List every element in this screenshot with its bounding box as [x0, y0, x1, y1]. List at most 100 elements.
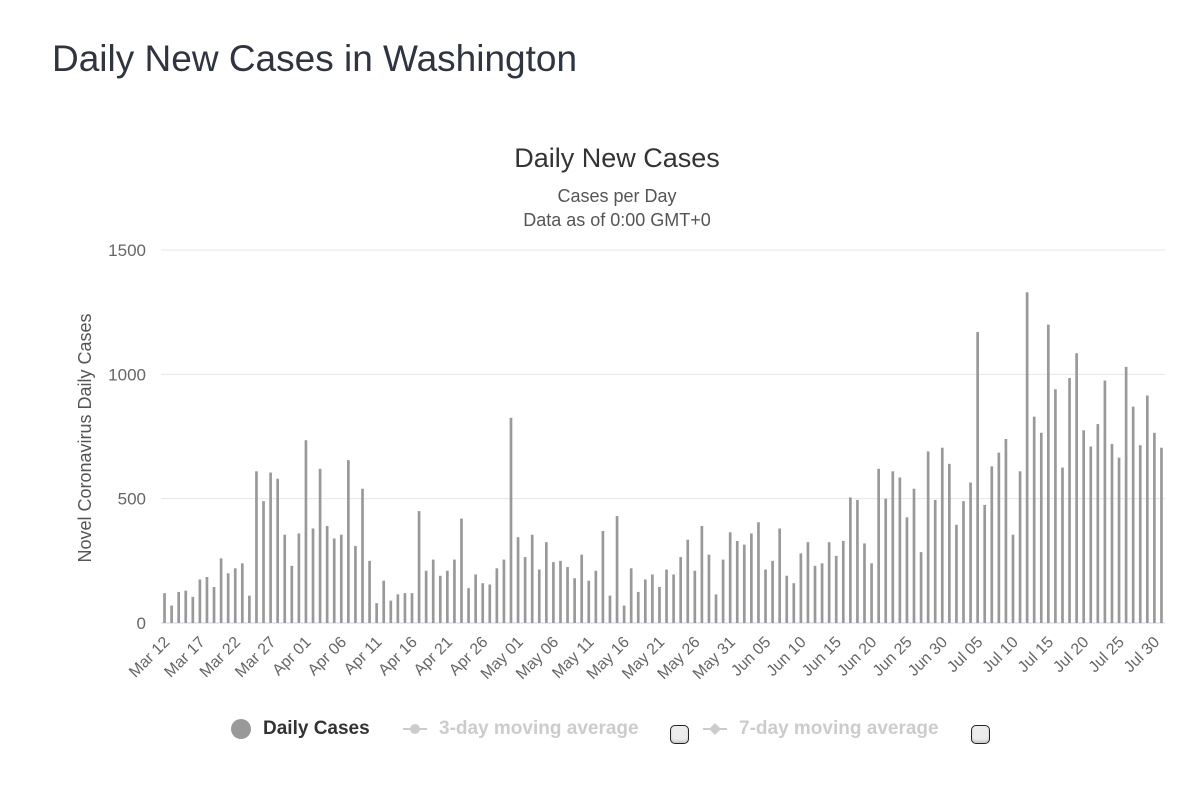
- bar[interactable]: [1025, 292, 1029, 623]
- bar[interactable]: [339, 534, 343, 623]
- bar[interactable]: [1138, 445, 1142, 623]
- bar[interactable]: [580, 554, 584, 623]
- bar[interactable]: [552, 562, 555, 623]
- bar[interactable]: [813, 565, 817, 623]
- bar[interactable]: [969, 482, 972, 624]
- bar[interactable]: [226, 573, 230, 623]
- bar[interactable]: [191, 596, 195, 623]
- bar[interactable]: [764, 569, 767, 623]
- bar[interactable]: [248, 595, 251, 623]
- bar[interactable]: [311, 528, 315, 623]
- bar[interactable]: [601, 530, 605, 623]
- bar[interactable]: [347, 460, 350, 623]
- bar[interactable]: [757, 522, 760, 623]
- bar[interactable]: [516, 537, 520, 623]
- bar[interactable]: [467, 588, 470, 623]
- bar[interactable]: [1110, 443, 1114, 623]
- bar[interactable]: [566, 567, 569, 623]
- bar[interactable]: [509, 417, 513, 623]
- bar[interactable]: [438, 575, 442, 623]
- bar[interactable]: [446, 570, 449, 623]
- bar[interactable]: [269, 472, 272, 623]
- bar[interactable]: [1032, 416, 1036, 623]
- bar[interactable]: [594, 570, 598, 623]
- bar[interactable]: [382, 580, 386, 623]
- bar[interactable]: [721, 559, 725, 623]
- bar[interactable]: [354, 545, 357, 623]
- bar[interactable]: [955, 524, 958, 623]
- bar[interactable]: [658, 586, 661, 623]
- bar[interactable]: [1082, 430, 1086, 623]
- bar[interactable]: [233, 568, 237, 623]
- bar[interactable]: [912, 488, 916, 623]
- bar[interactable]: [361, 488, 364, 623]
- bar[interactable]: [1004, 438, 1008, 623]
- bar[interactable]: [693, 570, 697, 623]
- bar[interactable]: [849, 497, 852, 623]
- bar[interactable]: [495, 568, 499, 623]
- bar[interactable]: [643, 579, 647, 623]
- bar[interactable]: [700, 526, 704, 623]
- bar[interactable]: [940, 447, 944, 623]
- bar[interactable]: [1011, 534, 1015, 623]
- bar[interactable]: [1018, 471, 1022, 623]
- bar[interactable]: [375, 603, 378, 623]
- bar[interactable]: [240, 563, 244, 623]
- bar[interactable]: [1103, 380, 1107, 623]
- bar[interactable]: [537, 569, 541, 623]
- bar[interactable]: [615, 516, 619, 623]
- bar[interactable]: [884, 498, 888, 623]
- bar[interactable]: [735, 540, 739, 623]
- bar[interactable]: [1096, 424, 1100, 623]
- bar[interactable]: [304, 440, 308, 623]
- bar[interactable]: [891, 471, 895, 623]
- bar[interactable]: [559, 560, 562, 623]
- bar[interactable]: [728, 532, 732, 623]
- bar[interactable]: [877, 468, 880, 623]
- bar[interactable]: [163, 593, 166, 623]
- bar[interactable]: [1124, 366, 1128, 623]
- bar[interactable]: [686, 539, 690, 623]
- bar[interactable]: [1145, 395, 1149, 623]
- bar[interactable]: [205, 577, 209, 623]
- bar[interactable]: [170, 605, 173, 623]
- bar[interactable]: [827, 542, 831, 623]
- 3-day-average-toggle[interactable]: [670, 725, 689, 744]
- bar[interactable]: [898, 477, 902, 623]
- bar[interactable]: [403, 593, 407, 623]
- bar[interactable]: [587, 580, 591, 623]
- bar[interactable]: [608, 595, 612, 623]
- bar[interactable]: [460, 518, 463, 623]
- bar[interactable]: [502, 559, 506, 623]
- bar[interactable]: [834, 555, 838, 623]
- bar[interactable]: [806, 542, 810, 623]
- bar[interactable]: [481, 583, 485, 623]
- bar[interactable]: [742, 544, 746, 623]
- bar[interactable]: [488, 584, 492, 623]
- bar[interactable]: [778, 528, 782, 623]
- bar[interactable]: [933, 499, 937, 623]
- bar[interactable]: [1068, 378, 1071, 623]
- bar[interactable]: [431, 559, 435, 623]
- bar[interactable]: [368, 560, 371, 623]
- bar[interactable]: [1160, 447, 1163, 623]
- bar[interactable]: [1153, 432, 1156, 623]
- bar[interactable]: [750, 533, 753, 623]
- bar[interactable]: [622, 605, 626, 623]
- bar[interactable]: [417, 511, 421, 623]
- bar[interactable]: [905, 517, 909, 623]
- bar[interactable]: [573, 578, 576, 623]
- bar[interactable]: [474, 574, 477, 623]
- bar[interactable]: [856, 499, 859, 623]
- bar[interactable]: [410, 593, 414, 623]
- bar[interactable]: [219, 558, 223, 623]
- bar[interactable]: [318, 468, 322, 623]
- bar[interactable]: [297, 533, 301, 623]
- bar[interactable]: [1075, 353, 1078, 623]
- bar[interactable]: [863, 543, 866, 623]
- bar[interactable]: [983, 504, 987, 623]
- bar[interactable]: [714, 594, 718, 623]
- bar[interactable]: [1046, 324, 1050, 623]
- bar[interactable]: [820, 563, 824, 623]
- bar[interactable]: [651, 574, 654, 623]
